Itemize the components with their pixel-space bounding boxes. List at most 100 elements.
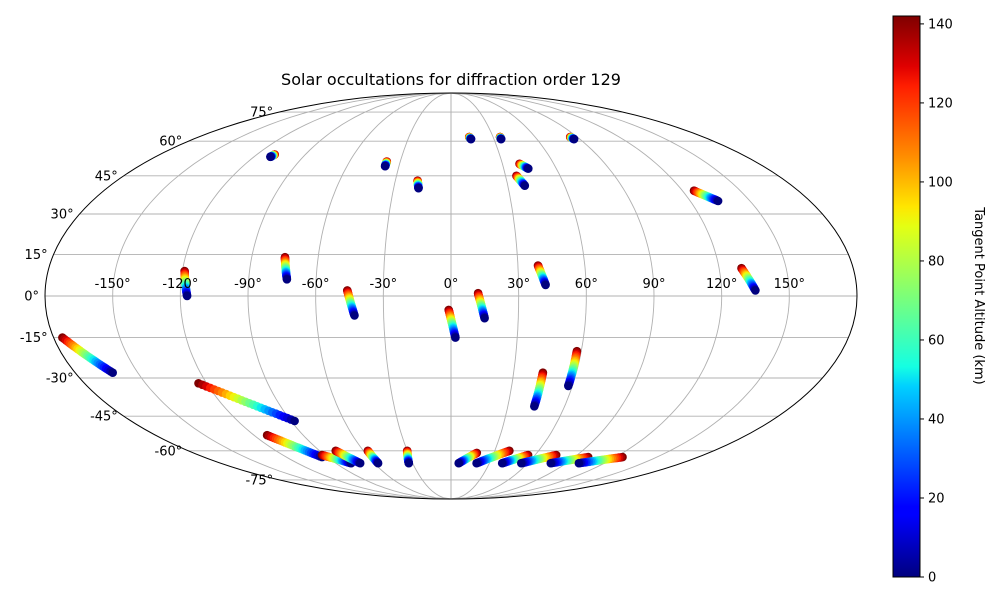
occultation-point <box>451 333 460 342</box>
latitude-tick-label: 75° <box>250 106 273 121</box>
longitude-tick-labels: -150° -120° -90° -60° -30° 0° 30° 60° 90° 120° 150… <box>95 277 805 292</box>
occultation-track <box>262 430 327 462</box>
occultation-track <box>495 132 506 144</box>
occultation-point <box>404 458 414 468</box>
latitude-tick-label: 60° <box>159 135 182 150</box>
occultation-track <box>497 450 533 468</box>
occultation-point <box>414 183 423 193</box>
colorbar: 0 20 40 60 80 100 120 140 Tangent Point Altitud… <box>892 15 986 586</box>
longitude-tick-label: -30° <box>369 277 397 292</box>
colorbar-tick-label: 140 <box>928 17 953 32</box>
longitude-tick-label: -120° <box>162 277 198 292</box>
occultation-point <box>454 458 464 468</box>
occultation-track <box>564 346 582 391</box>
occultation-point <box>713 196 723 206</box>
occultation-track <box>515 159 533 173</box>
occultation-track <box>280 252 292 284</box>
occultation-point <box>546 458 556 468</box>
colorbar-tick-label: 60 <box>928 333 945 348</box>
longitude-tick-label: 120° <box>706 277 737 292</box>
occultation-point <box>517 458 526 468</box>
occultation-track <box>574 452 627 468</box>
longitude-tick-label: 60° <box>575 277 598 292</box>
latitude-tick-label: 0° <box>24 290 39 305</box>
occultation-track <box>472 446 514 468</box>
longitude-tick-label: 150° <box>774 277 805 292</box>
occultation-point <box>380 161 390 171</box>
colorbar-tick-label: 120 <box>928 96 953 111</box>
occultation-track <box>517 450 561 468</box>
longitude-tick-label: -150° <box>95 277 131 292</box>
longitude-tick-label: 0° <box>444 277 459 292</box>
latitude-tick-labels: -75° -60° -45° -30° -15° 0° 15° 30° 45° 60° 75° <box>20 106 273 489</box>
colorbar-label: Tangent Point Altitude (km) <box>971 206 986 384</box>
occultation-track <box>331 446 365 468</box>
occultation-point <box>466 134 476 144</box>
occultation-track <box>180 266 192 301</box>
occultation-track <box>565 132 579 144</box>
latitude-tick-label: -60° <box>155 444 183 459</box>
colorbar-tick-label: 100 <box>928 175 953 190</box>
map-projection: -150° -120° -90° -60° -30° 0° 30° 60° 90° 120° 150… <box>20 92 858 500</box>
occultation-track <box>464 132 476 144</box>
occultation-track <box>402 446 414 468</box>
latitude-tick-label: 15° <box>25 248 48 263</box>
occultation-track <box>530 368 548 411</box>
colorbar-tick-label: 80 <box>928 254 945 269</box>
longitude-tick-label: 90° <box>642 277 665 292</box>
longitude-tick-label: 30° <box>507 277 530 292</box>
colorbar-tick-label: 0 <box>928 571 936 586</box>
occultation-point <box>541 280 550 290</box>
occultation-track <box>737 263 760 295</box>
occultation-point <box>472 458 481 468</box>
colorbar-ticks: 0 20 40 60 80 100 120 140 <box>920 17 953 586</box>
occultation-track <box>454 448 482 468</box>
occultation-track <box>58 333 117 378</box>
colorbar-tick-label: 20 <box>928 491 945 506</box>
occultation-point <box>373 458 383 468</box>
occultation-track <box>363 446 383 468</box>
longitude-tick-label: -90° <box>234 277 262 292</box>
latitude-tick-label: -75° <box>245 473 273 488</box>
occultation-track <box>194 379 299 426</box>
graticule <box>45 93 857 499</box>
latitude-tick-label: 45° <box>95 169 118 184</box>
occultation-track <box>266 150 280 162</box>
occultation-point <box>520 181 530 190</box>
occultation-track <box>689 186 723 206</box>
occultation-point <box>350 311 359 320</box>
occultation-track <box>444 305 460 342</box>
occultation-point <box>282 275 292 284</box>
occultation-point <box>751 286 760 295</box>
occultation-point <box>496 134 506 144</box>
occultation-point <box>524 164 533 173</box>
occultation-point <box>569 134 579 144</box>
occultation-point <box>530 402 539 411</box>
occultation-point <box>355 458 365 468</box>
occultation-track <box>533 261 550 290</box>
colorbar-tick-label: 40 <box>928 412 945 427</box>
occultation-points <box>58 132 760 468</box>
occultation-point <box>564 381 573 391</box>
map-boundary <box>44 92 858 500</box>
latitude-tick-label: -15° <box>20 331 48 346</box>
occultation-point <box>480 313 489 323</box>
occultation-point <box>182 291 192 301</box>
latitude-tick-label: -30° <box>46 372 74 387</box>
occultation-track <box>512 171 530 190</box>
occultation-point <box>574 458 584 468</box>
longitude-tick-label: -60° <box>302 277 330 292</box>
occultation-point <box>290 416 299 426</box>
chart-title: Solar occultations for diffraction order… <box>281 70 621 89</box>
occultation-point <box>108 368 117 378</box>
colorbar-gradient <box>892 15 921 578</box>
occultation-track <box>343 286 359 320</box>
occultation-track <box>380 157 392 171</box>
latitude-tick-label: 30° <box>51 207 74 222</box>
occultation-track <box>413 176 423 193</box>
latitude-tick-label: -45° <box>90 410 118 425</box>
occultation-point <box>497 458 507 468</box>
occultation-track <box>473 288 489 323</box>
occultation-point <box>266 152 275 162</box>
